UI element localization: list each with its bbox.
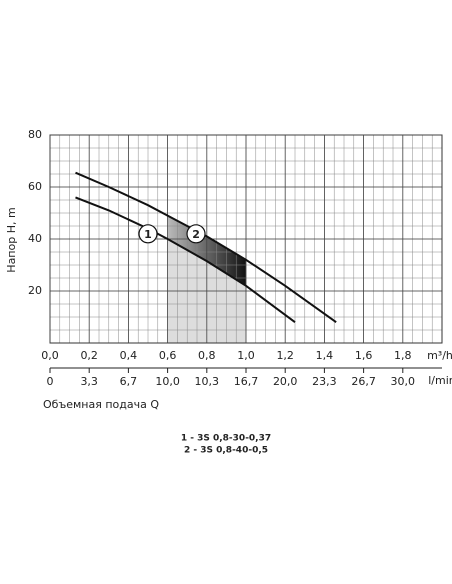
x-tick-label: 1,6 [355,349,373,362]
x2-tick-label: 10,3 [195,375,220,388]
x-tick-label: 1,0 [237,349,255,362]
x-tick-label: 1,8 [394,349,412,362]
x2-tick-label: 23,3 [312,375,337,388]
x-tick-label: 0,2 [80,349,98,362]
y-tick-label: 80 [28,128,42,141]
y-tick-label: 60 [28,180,42,193]
y-tick-label: 40 [28,232,42,245]
y-axis-label: Напор H, m [5,207,18,272]
x-axis-label: Объемная подача Q [43,398,159,411]
x2-unit: l/min [428,374,452,387]
x2-tick-label: 16,7 [234,375,259,388]
legend-entry: 2 - 3S 0,8-40-0,5 [184,446,268,456]
x-tick-label: 0,0 [41,349,59,362]
x-tick-label: 1,2 [276,349,294,362]
curve-marker-label: 2 [192,228,200,241]
x-tick-label: 0,4 [120,349,138,362]
x2-tick-label: 0 [47,375,54,388]
curve-marker-label: 1 [144,228,152,241]
x-tick-label: 1,4 [316,349,334,362]
pump-curve [75,171,337,324]
x2-tick-label: 20,0 [273,375,298,388]
x-tick-label: 0,8 [198,349,216,362]
y-tick-label: 20 [28,284,42,297]
pump-curve [75,196,296,324]
x2-tick-label: 6,7 [120,375,138,388]
x-tick-label: 0,6 [159,349,177,362]
x2-tick-label: 26,7 [351,375,376,388]
curve-marker [138,224,158,244]
x2-tick-label: 3,3 [80,375,98,388]
legend-entry: 1 - 3S 0,8-30-0,37 [181,434,271,444]
x2-tick-label: 30,0 [391,375,416,388]
curve-marker [186,224,206,244]
x2-tick-label: 10,0 [155,375,180,388]
x-unit: m³/h [427,349,452,362]
